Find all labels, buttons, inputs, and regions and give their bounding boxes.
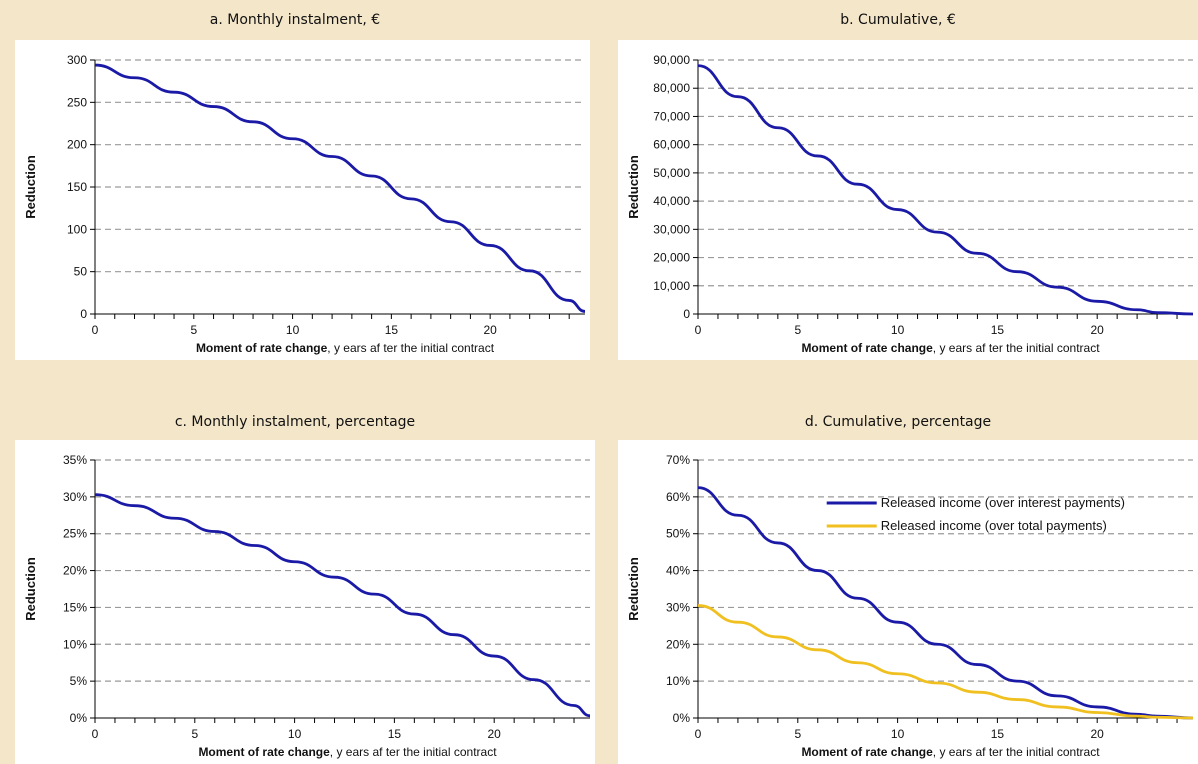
y-tick-label: 250 [67, 95, 87, 109]
y-tick-label: 20,000 [653, 251, 690, 265]
x-tick-label: 10 [286, 323, 300, 337]
chart-title-c: c. Monthly instalment, percentage [174, 414, 416, 430]
series-line [697, 64, 1194, 316]
x-tick-label: 0 [695, 727, 702, 741]
x-tick-label: 20 [1091, 323, 1105, 337]
x-tick-label: 10 [288, 727, 302, 741]
chart-svg: 0 50 100 150 200 250 300 0 5 10 15 20 Reduction Momen… [23, 53, 586, 355]
chart-title-a: a. Monthly instalment, € [209, 12, 381, 28]
series-line [697, 604, 1194, 720]
chart-panel-d: 0% 10% 20% 30% 40% 50% 60% 70% 0 5 10 15 20 Reduction… [618, 440, 1198, 764]
x-tick-label: 5 [191, 727, 198, 741]
y-tick-label: 30,000 [653, 222, 690, 236]
y-axis-label: Reduction [23, 155, 38, 219]
y-tick-label: 50% [666, 527, 690, 541]
y-tick-label: 10,000 [653, 279, 690, 293]
x-tick-label: 15 [385, 323, 399, 337]
y-tick-label: 70,000 [653, 109, 690, 123]
y-tick-label: 0% [70, 711, 88, 725]
x-tick-label: 5 [794, 323, 801, 337]
x-axis-label: Moment of rate change, y ears af ter the… [801, 745, 1100, 759]
chart-svg: 0 10,000 20,000 30,000 40,000 50,000 60,000 70,… [626, 53, 1194, 355]
y-tick-label: 0% [673, 711, 691, 725]
x-tick-label: 15 [388, 727, 402, 741]
y-tick-label: 10% [666, 674, 690, 688]
chart-title-d: d. Cumulative, percentage [804, 414, 992, 430]
chart-panel-a: 0 50 100 150 200 250 300 0 5 10 15 20 Reduction Momen… [15, 40, 590, 360]
y-tick-label: 5% [70, 674, 88, 688]
y-tick-label: 150 [67, 180, 87, 194]
x-axis-label: Moment of rate change, y ears af ter the… [198, 745, 497, 759]
x-tick-label: 15 [991, 727, 1005, 741]
chart-title-b: b. Cumulative, € [840, 12, 956, 28]
series-line [94, 493, 591, 718]
y-tick-label: 10% [63, 637, 87, 651]
y-tick-label: 15% [63, 600, 87, 614]
series-line [94, 63, 586, 313]
x-tick-label: 10 [891, 323, 905, 337]
x-tick-label: 5 [794, 727, 801, 741]
x-tick-label: 5 [190, 323, 197, 337]
y-tick-label: 0 [683, 307, 690, 321]
x-tick-label: 0 [92, 323, 99, 337]
y-tick-label: 90,000 [653, 53, 690, 67]
legend-label: Released income (over interest payments) [881, 495, 1125, 510]
chart-panel-b: 0 10,000 20,000 30,000 40,000 50,000 60,000 70,… [618, 40, 1198, 360]
y-tick-label: 30% [63, 490, 87, 504]
y-tick-label: 300 [67, 53, 87, 67]
y-tick-label: 40% [666, 564, 690, 578]
x-tick-label: 15 [991, 323, 1005, 337]
x-tick-label: 0 [695, 323, 702, 337]
y-tick-label: 0 [80, 307, 87, 321]
y-tick-label: 40,000 [653, 194, 690, 208]
chart-svg: 0% 10% 20% 30% 40% 50% 60% 70% 0 5 10 15 20 Reduction… [626, 453, 1194, 759]
y-tick-label: 200 [67, 138, 87, 152]
y-tick-label: 20% [666, 637, 690, 651]
y-tick-label: 25% [63, 527, 87, 541]
series-line [697, 486, 1194, 720]
x-tick-label: 20 [488, 727, 502, 741]
y-tick-label: 50 [74, 265, 88, 279]
x-axis-label: Moment of rate change, y ears af ter the… [196, 341, 495, 355]
y-tick-label: 20% [63, 564, 87, 578]
y-tick-label: 100 [67, 222, 87, 236]
x-axis-label: Moment of rate change, y ears af ter the… [801, 341, 1100, 355]
x-tick-label: 10 [891, 727, 905, 741]
y-axis-label: Reduction [626, 155, 641, 219]
chart-svg: 0% 5% 10% 15% 20% 25% 30% 35% 0 5 10 15 20 Reduction M… [23, 453, 591, 759]
chart-panel-c: 0% 5% 10% 15% 20% 25% 30% 35% 0 5 10 15 20 Reduction M… [15, 440, 595, 764]
y-axis-label: Reduction [626, 557, 641, 621]
y-tick-label: 60% [666, 490, 690, 504]
x-tick-label: 0 [92, 727, 99, 741]
y-tick-label: 50,000 [653, 166, 690, 180]
y-tick-label: 80,000 [653, 81, 690, 95]
legend-label: Released income (over total payments) [881, 518, 1107, 533]
y-tick-label: 60,000 [653, 138, 690, 152]
y-tick-label: 70% [666, 453, 690, 467]
y-axis-label: Reduction [23, 557, 38, 621]
x-tick-label: 20 [483, 323, 497, 337]
y-tick-label: 30% [666, 600, 690, 614]
x-tick-label: 20 [1091, 727, 1105, 741]
y-tick-label: 35% [63, 453, 87, 467]
